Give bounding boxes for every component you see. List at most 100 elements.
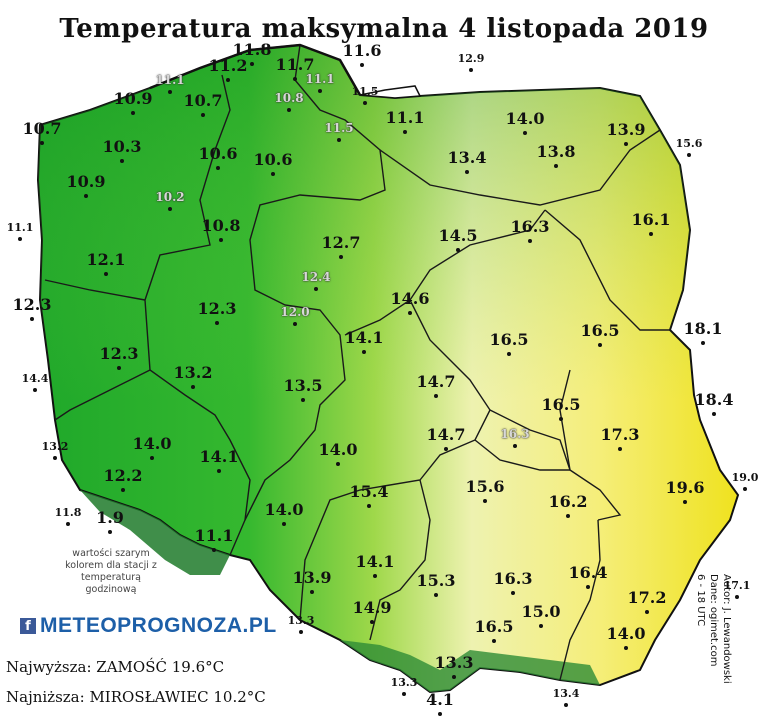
station-temperature: 10.6 <box>253 150 293 169</box>
station-dot <box>539 624 543 628</box>
station-temperature: 15.3 <box>416 571 456 590</box>
station-dot <box>84 194 88 198</box>
station-temperature: 12.7 <box>321 233 361 252</box>
station-temperature: 10.8 <box>274 91 304 105</box>
station-temperature: 14.0 <box>318 440 358 459</box>
station-temperature: 11.6 <box>342 41 382 60</box>
station-dot <box>649 232 653 236</box>
station-temperature: 11.8 <box>54 506 82 519</box>
station-dot <box>402 692 406 696</box>
station-temperature: 14.7 <box>416 372 456 391</box>
station-dot <box>250 62 254 66</box>
station-temperature: 14.1 <box>355 552 395 571</box>
station-dot <box>360 63 364 67</box>
station-dot <box>363 101 367 105</box>
station-temperature: 10.9 <box>113 89 153 108</box>
station-temperature: 13.2 <box>173 363 213 382</box>
station-dot <box>507 352 511 356</box>
station-dot <box>287 108 291 112</box>
brand-logo[interactable]: f METEOPROGNOZA.PL <box>20 613 277 639</box>
station-dot <box>226 78 230 82</box>
station-temperature: 14.0 <box>606 624 646 643</box>
station-dot <box>30 317 34 321</box>
station-temperature: 12.1 <box>86 250 126 269</box>
station-dot <box>598 343 602 347</box>
station-temperature: 18.4 <box>694 390 734 409</box>
station-dot <box>554 164 558 168</box>
station-temperature: 11.1 <box>385 108 425 127</box>
station-dot <box>444 447 448 451</box>
station-temperature: 10.6 <box>198 144 238 163</box>
station-dot <box>33 388 37 392</box>
station-temperature: 11.1 <box>305 72 335 86</box>
station-temperature: 11.5 <box>324 121 354 135</box>
brand-name[interactable]: METEOPROGNOZA.PL <box>40 614 277 637</box>
station-temperature: 17.2 <box>627 588 667 607</box>
station-dot <box>513 444 517 448</box>
station-dot <box>362 350 366 354</box>
station-temperature: 1.9 <box>96 508 124 527</box>
station-dot <box>301 398 305 402</box>
legend-note: wartości szarym kolorem dla stacji z tem… <box>65 548 157 595</box>
station-temperature: 16.2 <box>548 492 588 511</box>
station-dot <box>53 456 57 460</box>
highest-temp: Najwyższa: ZAMOŚĆ 19.6°C <box>6 658 225 676</box>
station-temperature: 12.9 <box>457 52 485 65</box>
station-dot <box>511 591 515 595</box>
station-dot <box>701 341 705 345</box>
station-dot <box>131 111 135 115</box>
station-temperature: 14.1 <box>344 328 384 347</box>
station-dot <box>624 646 628 650</box>
author-name: Autor: J. Lewandowski <box>721 574 732 684</box>
station-temperature: 10.9 <box>66 172 106 191</box>
station-temperature: 12.4 <box>301 270 331 284</box>
time-range: 6 - 18 UTC <box>695 574 706 627</box>
station-temperature: 14.4 <box>21 372 49 385</box>
station-dot <box>336 462 340 466</box>
station-temperature: 11.8 <box>232 40 272 59</box>
station-temperature: 11.1 <box>194 526 234 545</box>
station-temperature: 19.0 <box>731 471 759 484</box>
station-dot <box>215 321 219 325</box>
station-dot <box>168 207 172 211</box>
station-dot <box>219 238 223 242</box>
station-temperature: 16.3 <box>500 427 530 441</box>
station-dot <box>299 630 303 634</box>
station-dot <box>618 447 622 451</box>
author-credit: Autor: J. Lewandowski Dane: ogimet.com 6… <box>694 574 733 684</box>
station-temperature: 19.6 <box>665 478 705 497</box>
baltic-coastline <box>149 43 362 96</box>
station-temperature: 11.7 <box>275 55 315 74</box>
station-dot <box>121 488 125 492</box>
station-temperature: 16.1 <box>631 210 671 229</box>
station-dot <box>438 712 442 716</box>
station-dot <box>117 366 121 370</box>
station-temperature: 11.1 <box>6 221 34 234</box>
station-dot <box>456 248 460 252</box>
data-source: Dane: ogimet.com <box>708 574 719 667</box>
station-temperature: 14.6 <box>390 289 430 308</box>
station-temperature: 13.9 <box>292 568 332 587</box>
station-temperature: 12.2 <box>103 466 143 485</box>
facebook-icon[interactable]: f <box>20 618 36 634</box>
station-dot <box>168 90 172 94</box>
station-temperature: 13.9 <box>606 120 646 139</box>
station-temperature: 15.4 <box>349 482 389 501</box>
station-dot <box>314 287 318 291</box>
station-dot <box>645 610 649 614</box>
station-temperature: 17.1 <box>723 579 751 592</box>
station-temperature: 16.4 <box>568 563 608 582</box>
station-temperature: 14.0 <box>505 109 545 128</box>
station-dot <box>293 77 297 81</box>
station-dot <box>408 311 412 315</box>
station-dot <box>559 417 563 421</box>
station-temperature: 11.2 <box>208 56 248 75</box>
station-dot <box>523 131 527 135</box>
station-dot <box>201 113 205 117</box>
map-title: Temperatura maksymalna 4 listopada 2019 <box>59 14 709 44</box>
station-temperature: 11.1 <box>155 73 185 87</box>
station-dot <box>66 522 70 526</box>
station-temperature: 14.0 <box>264 500 304 519</box>
station-dot <box>687 153 691 157</box>
station-temperature: 13.4 <box>447 148 487 167</box>
